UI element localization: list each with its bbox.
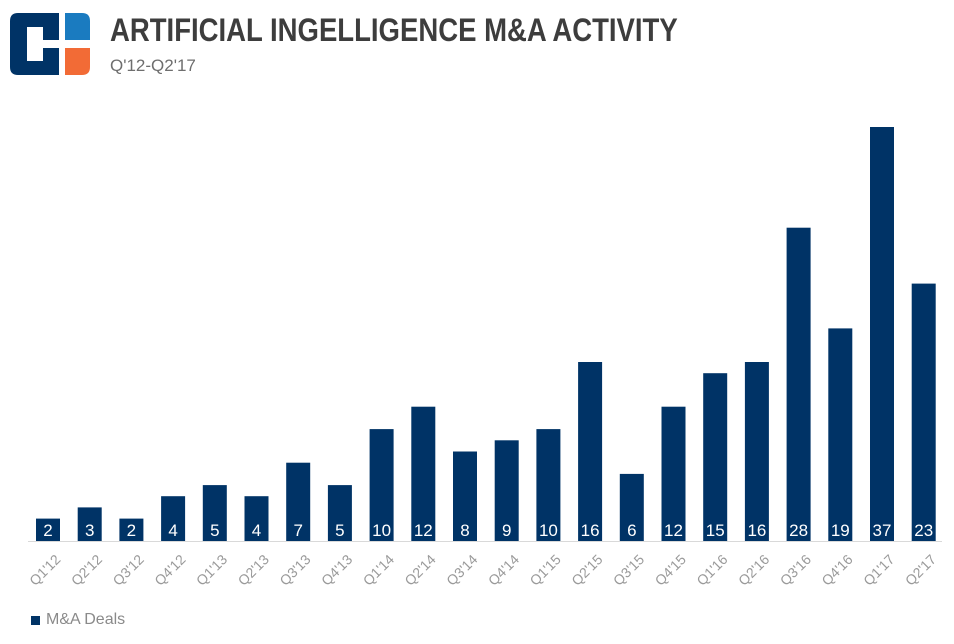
bar-value-label: 8 — [460, 521, 469, 540]
bar-value-label: 4 — [168, 521, 177, 540]
x-tick-label: Q2'16 — [735, 551, 773, 589]
bar-value-label: 2 — [43, 521, 52, 540]
x-tick-label: Q3'15 — [610, 551, 648, 589]
bar-value-label: 37 — [873, 521, 892, 540]
bar — [703, 373, 728, 541]
bar — [453, 451, 477, 541]
x-tick-label: Q1'16 — [693, 551, 731, 589]
bar-value-label: 28 — [789, 521, 808, 540]
logo-orange-shape — [65, 48, 90, 75]
x-tick-label: Q2'13 — [235, 551, 273, 589]
bar — [911, 283, 936, 541]
bar-value-label: 10 — [539, 521, 558, 540]
x-tick-label: Q4'15 — [652, 551, 690, 589]
bar-value-label: 7 — [293, 521, 302, 540]
x-tick-label: Q2'17 — [902, 551, 940, 589]
bar — [202, 485, 227, 541]
x-tick-label: Q4'14 — [485, 551, 523, 589]
x-tick-label: Q1'13 — [193, 551, 231, 589]
bar-value-label: 16 — [747, 521, 766, 540]
bar-value-label: 2 — [127, 521, 136, 540]
bar — [786, 227, 811, 541]
bar-value-label: 19 — [831, 521, 850, 540]
bar — [286, 462, 311, 541]
bar-value-label: 15 — [706, 521, 725, 540]
x-tick-label: Q1'12 — [26, 551, 64, 589]
bar — [327, 485, 352, 541]
x-tick-label: Q2'14 — [401, 551, 439, 589]
bar-value-label: 3 — [85, 521, 94, 540]
cb-insights-logo-icon — [10, 13, 90, 75]
bar-value-label: 12 — [664, 521, 683, 540]
bar-value-label: 5 — [335, 521, 344, 540]
bar — [119, 518, 144, 541]
bar-value-label: 4 — [252, 521, 261, 540]
logo-blue-shape — [65, 13, 90, 40]
chart-subtitle: Q'12-Q2'17 — [110, 56, 196, 75]
x-tick-label: Q1'17 — [860, 551, 898, 589]
x-tick-label: Q4'13 — [318, 551, 356, 589]
bar-value-label: 9 — [502, 521, 511, 540]
bar-value-label: 6 — [627, 521, 636, 540]
bar — [661, 406, 686, 541]
bar — [244, 496, 269, 541]
bar — [578, 362, 603, 541]
bar-value-label: 10 — [372, 521, 391, 540]
x-tick-label: Q4'12 — [151, 551, 189, 589]
bar-value-label: 16 — [581, 521, 600, 540]
bar — [77, 507, 102, 541]
bar-value-label: 12 — [414, 521, 433, 540]
x-tick-label: Q2'12 — [68, 551, 106, 589]
bar — [536, 429, 561, 541]
legend-swatch — [31, 615, 40, 625]
bar — [744, 362, 769, 541]
bar — [36, 518, 60, 541]
bar — [161, 496, 186, 541]
legend-label: M&A Deals — [46, 611, 126, 628]
x-tick-label: Q1'15 — [526, 551, 564, 589]
x-tick-label: Q2'15 — [568, 551, 606, 589]
x-tick-label: Q3'14 — [443, 551, 481, 589]
bar — [619, 473, 644, 541]
bar — [369, 429, 394, 541]
x-tick-label: Q3'16 — [777, 551, 815, 589]
bar-value-label: 23 — [914, 521, 933, 540]
bar — [828, 328, 853, 541]
bar — [494, 440, 519, 541]
bar-value-label: 5 — [210, 521, 219, 540]
x-tick-label: Q4'16 — [818, 551, 856, 589]
x-tick-label: Q3'12 — [109, 551, 147, 589]
logo-dark-shape — [10, 13, 59, 75]
bar — [411, 406, 436, 541]
x-tick-label: Q3'13 — [276, 551, 314, 589]
chart-title: ARTIFICIAL INGELLIGENCE M&A ACTIVITY — [110, 12, 678, 48]
x-tick-label: Q1'14 — [360, 551, 398, 589]
legend: M&A Deals — [20, 611, 125, 629]
bar — [870, 127, 894, 541]
